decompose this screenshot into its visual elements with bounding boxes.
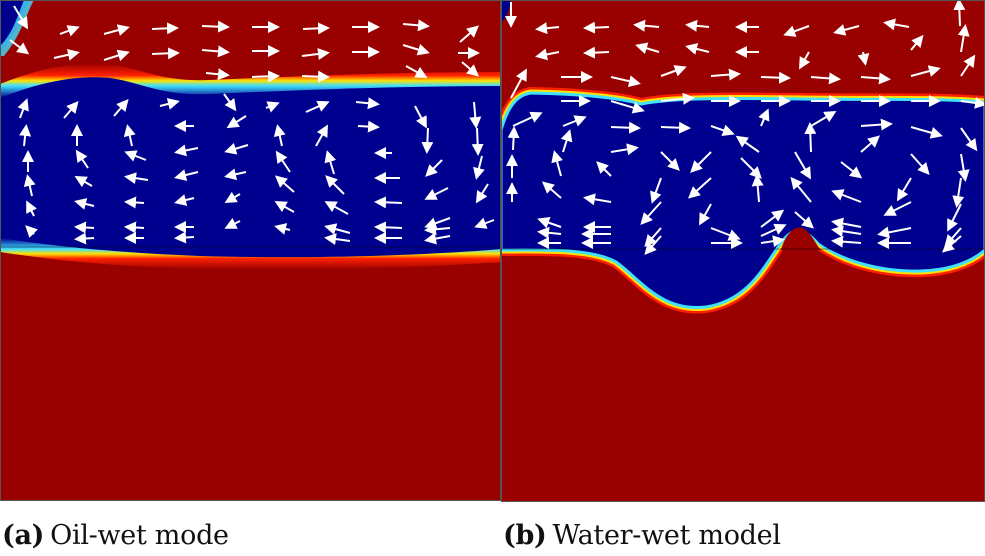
interface-bottom <box>0 238 501 270</box>
velocity-vectors-a <box>9 5 495 246</box>
interface-top <box>0 63 501 98</box>
caption-panel-a: (a) Oil-wet mode <box>2 520 229 551</box>
panel-water-wet <box>501 0 985 502</box>
caption-label-a: Oil-wet mode <box>50 520 229 551</box>
panel-oil-wet <box>0 0 501 501</box>
phase-field-plot-b <box>501 0 985 502</box>
water-droplet <box>781 227 821 250</box>
caption-label-b: Water-wet model <box>552 520 781 551</box>
oil-phase-region <box>0 71 501 264</box>
caption-tag-a: (a) <box>2 520 45 551</box>
velocity-vectors-b <box>505 0 985 256</box>
caption-tag-b: (b) <box>503 520 547 551</box>
caption-panel-b: (b) Water-wet model <box>503 520 781 551</box>
phase-field-plot-a <box>0 0 501 501</box>
